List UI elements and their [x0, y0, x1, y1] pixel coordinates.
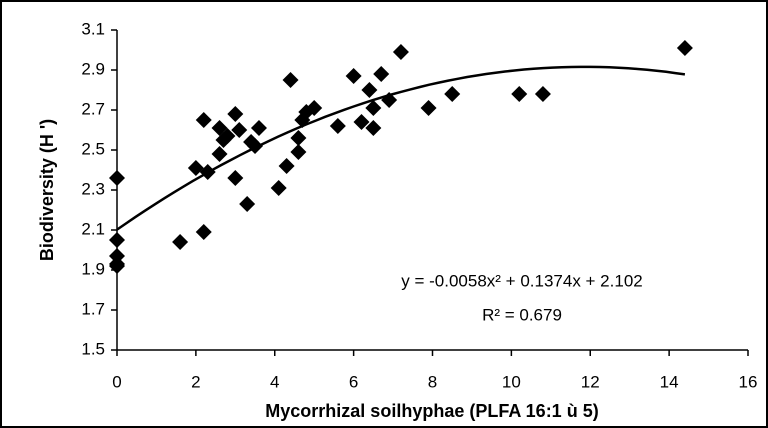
y-tick-label: 1.5: [81, 339, 105, 358]
point: [195, 224, 212, 240]
point: [511, 86, 528, 102]
r-squared: R² = 0.679: [482, 305, 562, 324]
x-tick-label: 10: [502, 372, 521, 391]
point: [365, 120, 382, 136]
y-tick-label: 2.5: [81, 139, 105, 158]
y-tick-label: 2.3: [81, 179, 105, 198]
x-tick-label: 8: [428, 372, 437, 391]
point: [345, 68, 362, 84]
point: [231, 122, 248, 138]
point: [392, 44, 409, 60]
point: [282, 72, 299, 88]
point: [109, 170, 125, 186]
point: [290, 144, 307, 160]
equation: y = -0.0058x² + 0.1374x + 2.102: [401, 271, 642, 290]
point: [329, 118, 346, 134]
y-tick-label: 1.9: [81, 259, 105, 278]
point: [195, 112, 212, 128]
point: [676, 40, 693, 56]
point: [534, 86, 551, 102]
point: [172, 234, 189, 250]
y-tick-label: 1.7: [81, 299, 105, 318]
point: [211, 146, 228, 162]
point: [444, 86, 461, 102]
point: [227, 170, 244, 186]
point: [365, 100, 382, 116]
point: [270, 180, 287, 196]
point: [227, 106, 244, 122]
point: [420, 100, 437, 116]
x-tick-label: 6: [349, 372, 358, 391]
point: [361, 82, 378, 98]
point: [239, 196, 256, 212]
point: [247, 138, 264, 154]
y-axis-title: Biodiversity (H '): [37, 119, 57, 261]
trendline: [116, 65, 686, 231]
point: [109, 256, 125, 272]
x-tick-label: 16: [739, 372, 758, 391]
y-tick-label: 2.9: [81, 59, 105, 78]
point: [306, 100, 323, 116]
x-tick-label: 4: [270, 372, 279, 391]
x-tick-label: 2: [191, 372, 200, 391]
y-tick-label: 2.7: [81, 99, 105, 118]
point: [290, 130, 307, 146]
point: [353, 114, 370, 130]
point: [199, 164, 216, 180]
x-tick-label: 0: [112, 372, 121, 391]
x-tick-label: 12: [581, 372, 600, 391]
point: [373, 66, 390, 82]
x-tick-label: 14: [660, 372, 679, 391]
point: [250, 120, 267, 136]
y-tick-label: 3.1: [81, 19, 105, 38]
y-tick-label: 2.1: [81, 219, 105, 238]
x-axis-title: Mycorrhizal soilhyphae (PLFA 16:1 ù 5): [265, 401, 598, 421]
point: [219, 128, 236, 144]
point: [278, 158, 295, 174]
point: [109, 232, 125, 248]
point: [381, 92, 398, 108]
